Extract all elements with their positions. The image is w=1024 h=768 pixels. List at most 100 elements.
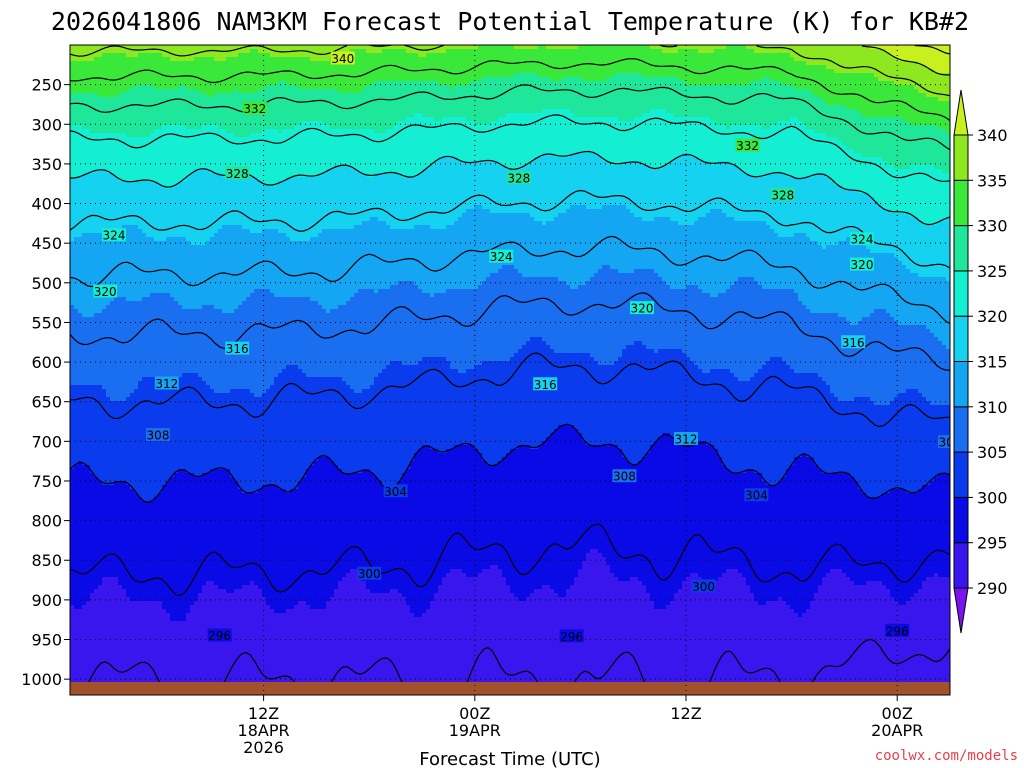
theta-band-cell [494, 69, 499, 74]
theta-band-cell [86, 93, 91, 98]
theta-band-cell [226, 117, 231, 122]
theta-band-cell [690, 57, 695, 62]
theta-band-cell [482, 97, 487, 102]
theta-band-cell [686, 81, 691, 86]
theta-band-cell [202, 133, 207, 138]
theta-band-cell [570, 45, 575, 50]
theta-band-cell [574, 77, 579, 82]
theta-band-cell [602, 49, 607, 54]
theta-band-cell [102, 89, 107, 94]
theta-band-cell [166, 121, 171, 126]
theta-band-cell [746, 69, 751, 74]
theta-band-cell [930, 53, 935, 58]
theta-band-cell [286, 121, 291, 126]
theta-band-cell [358, 125, 363, 130]
theta-band-cell [386, 49, 391, 54]
theta-band-cell [598, 89, 603, 94]
theta-band-cell [314, 61, 319, 66]
theta-band-cell [146, 53, 151, 58]
theta-band-cell [730, 77, 735, 82]
theta-band-cell [786, 61, 791, 66]
theta-band-cell [74, 93, 79, 98]
theta-band-cell [158, 133, 163, 138]
theta-band-cell [674, 97, 679, 102]
theta-band-cell [434, 69, 439, 74]
theta-band-cell [494, 97, 499, 102]
theta-band-cell [890, 113, 895, 118]
theta-band-cell [70, 69, 75, 74]
theta-band-cell [274, 109, 279, 114]
theta-band-cell [314, 69, 319, 74]
theta-band-cell [518, 45, 523, 50]
theta-band-cell [638, 45, 643, 50]
theta-band-cell [774, 97, 779, 102]
theta-band-cell [310, 49, 315, 54]
theta-band-cell [198, 57, 203, 62]
theta-band-cell [286, 53, 291, 58]
theta-band-cell [946, 113, 950, 118]
theta-band-cell [342, 97, 347, 102]
theta-band-cell [174, 117, 179, 122]
theta-band-cell [842, 129, 847, 134]
theta-band-cell [650, 97, 655, 102]
theta-band-cell [570, 53, 575, 58]
theta-band-cell [534, 117, 539, 122]
theta-band-cell [750, 85, 755, 90]
theta-band-cell [618, 89, 623, 94]
theta-band-cell [126, 81, 131, 86]
theta-band-cell [98, 45, 103, 50]
theta-band-cell [914, 97, 919, 102]
theta-band-cell [154, 89, 159, 94]
theta-band-cell [106, 129, 111, 134]
theta-band-cell [946, 69, 950, 74]
theta-band-cell [134, 57, 139, 62]
theta-band-cell [198, 49, 203, 54]
theta-band-cell [518, 109, 523, 114]
theta-band-cell [378, 53, 383, 58]
theta-band-cell [886, 105, 891, 110]
theta-band-cell [474, 113, 479, 118]
theta-band-cell [142, 85, 147, 90]
theta-band-cell [410, 77, 415, 82]
theta-band-cell [286, 57, 291, 62]
theta-band-cell [82, 121, 87, 126]
theta-band-cell [178, 101, 183, 106]
theta-band-cell [670, 133, 675, 138]
theta-band-cell [878, 93, 883, 98]
theta-band-cell [554, 53, 559, 58]
theta-band-cell [474, 65, 479, 70]
theta-band-cell [306, 89, 311, 94]
theta-band-cell [414, 109, 419, 114]
theta-band-cell [366, 61, 371, 66]
theta-band-cell [858, 109, 863, 114]
theta-band-cell [482, 113, 487, 118]
theta-band-cell [402, 105, 407, 110]
theta-band-cell [222, 85, 227, 90]
theta-band-cell [326, 129, 331, 134]
theta-band-cell [854, 125, 859, 130]
theta-band-cell [542, 101, 547, 106]
theta-band-cell [902, 61, 907, 66]
theta-band-cell [478, 129, 483, 134]
theta-band-cell [286, 117, 291, 122]
theta-band-cell [338, 121, 343, 126]
theta-band-cell [202, 53, 207, 58]
theta-band-cell [622, 93, 627, 98]
theta-band-cell [402, 121, 407, 126]
theta-band-cell [426, 65, 431, 70]
theta-band-cell [574, 93, 579, 98]
theta-band-cell [342, 121, 347, 126]
theta-band-cell [118, 93, 123, 98]
theta-band-cell [654, 61, 659, 66]
theta-band-cell [462, 85, 467, 90]
theta-band-cell [942, 89, 947, 94]
theta-band-cell [790, 101, 795, 106]
theta-band-cell [206, 53, 211, 58]
theta-band-cell [414, 101, 419, 106]
theta-band-cell [786, 65, 791, 70]
theta-band-cell [890, 81, 895, 86]
theta-band-cell [270, 89, 275, 94]
theta-band-cell [90, 125, 95, 130]
theta-band-cell [430, 53, 435, 58]
theta-band-cell [770, 77, 775, 82]
